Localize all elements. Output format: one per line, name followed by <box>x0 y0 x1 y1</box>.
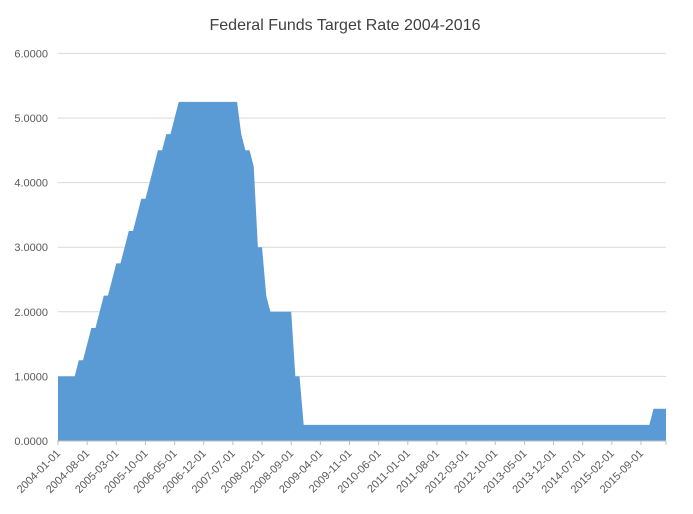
y-tick-label: 1.0000 <box>14 371 48 383</box>
y-tick-label: 3.0000 <box>14 242 48 254</box>
y-axis-tick-labels: 0.0000 1.0000 2.0000 3.0000 4.0000 5.0000 6.00… <box>14 48 48 448</box>
area-shape <box>58 101 666 441</box>
y-tick-label: 4.0000 <box>14 178 48 190</box>
x-axis-tick-labels: 2004-01-012004-08-012005-03-012005-10-01… <box>15 448 646 496</box>
area-series <box>58 101 666 441</box>
y-tick-label: 0.0000 <box>14 436 48 448</box>
chart-title: Federal Funds Target Rate 2004-2016 <box>210 17 481 34</box>
y-tick-label: 2.0000 <box>14 307 48 319</box>
y-tick-label: 5.0000 <box>14 113 48 125</box>
y-tick-label: 6.0000 <box>14 48 48 60</box>
x-axis <box>57 440 667 445</box>
